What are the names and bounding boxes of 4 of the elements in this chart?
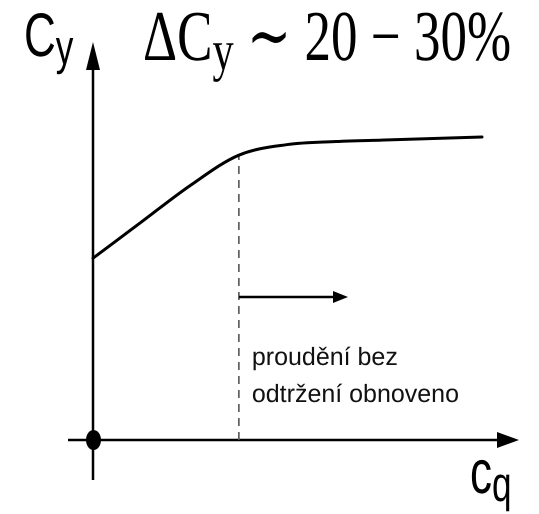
x-axis-title: c$_{q}$ <box>470 437 512 512</box>
y-axis-title: C$_{y}$ <box>24 0 74 76</box>
annotation: proudění bez odtržení obnoveno <box>252 343 459 408</box>
chart-title: ΔC$_{y}$ ∼ 20 − 30% <box>143 0 512 83</box>
